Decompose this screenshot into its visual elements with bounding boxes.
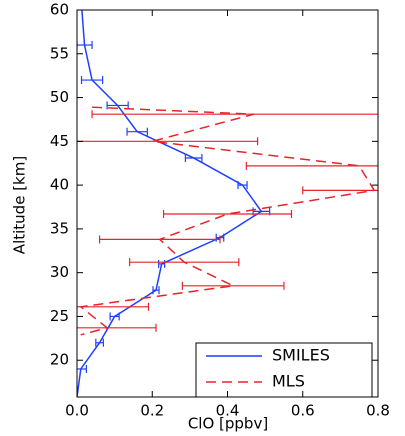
y-tick-label: 20: [50, 351, 69, 369]
x-tick-label: 0.4: [216, 402, 240, 420]
series-line: [78, 106, 376, 336]
y-tick-label: 50: [50, 88, 69, 106]
error-bar: [184, 153, 203, 162]
error-bar: [91, 110, 378, 119]
x-tick-label: 0.2: [140, 402, 164, 420]
plot-data: [77, 10, 378, 397]
y-tick-label: 45: [50, 132, 69, 150]
error-bar: [152, 286, 160, 295]
y-tick-label: 35: [50, 219, 69, 237]
error-bar: [98, 235, 221, 244]
legend-label: MLS: [272, 372, 305, 391]
y-tick-label: 25: [50, 307, 69, 325]
error-bar: [237, 181, 248, 190]
error-bar: [245, 161, 378, 170]
y-tick-label: 60: [50, 1, 69, 19]
legend-label: SMILES: [272, 346, 330, 365]
error-bar: [77, 41, 93, 50]
error-bar: [109, 312, 120, 321]
error-bar: [126, 127, 148, 136]
legend: SMILES MLS: [206, 346, 330, 391]
y-tick-label: 40: [50, 176, 69, 194]
series-line: [77, 10, 263, 397]
x-tick-label: 0.0: [65, 402, 89, 420]
error-bar: [80, 76, 104, 85]
error-bar: [95, 338, 104, 347]
y-tick-label: 55: [50, 44, 69, 62]
error-bar: [129, 258, 240, 267]
legend-box: [195, 342, 373, 398]
x-axis-label: ClO [ppbv]: [188, 415, 268, 433]
error-bar: [77, 302, 150, 311]
y-axis-label: Altitude [km]: [11, 156, 29, 254]
error-bar: [77, 323, 157, 332]
x-tick-label: 0.6: [291, 402, 315, 420]
plot-frame: [76, 9, 379, 398]
error-bar: [162, 210, 293, 219]
error-bar: [158, 259, 166, 268]
error-bar: [181, 281, 285, 290]
x-tick-label: 0.8: [366, 402, 390, 420]
y-tick-label: 30: [50, 263, 69, 281]
error-bar: [302, 186, 378, 195]
